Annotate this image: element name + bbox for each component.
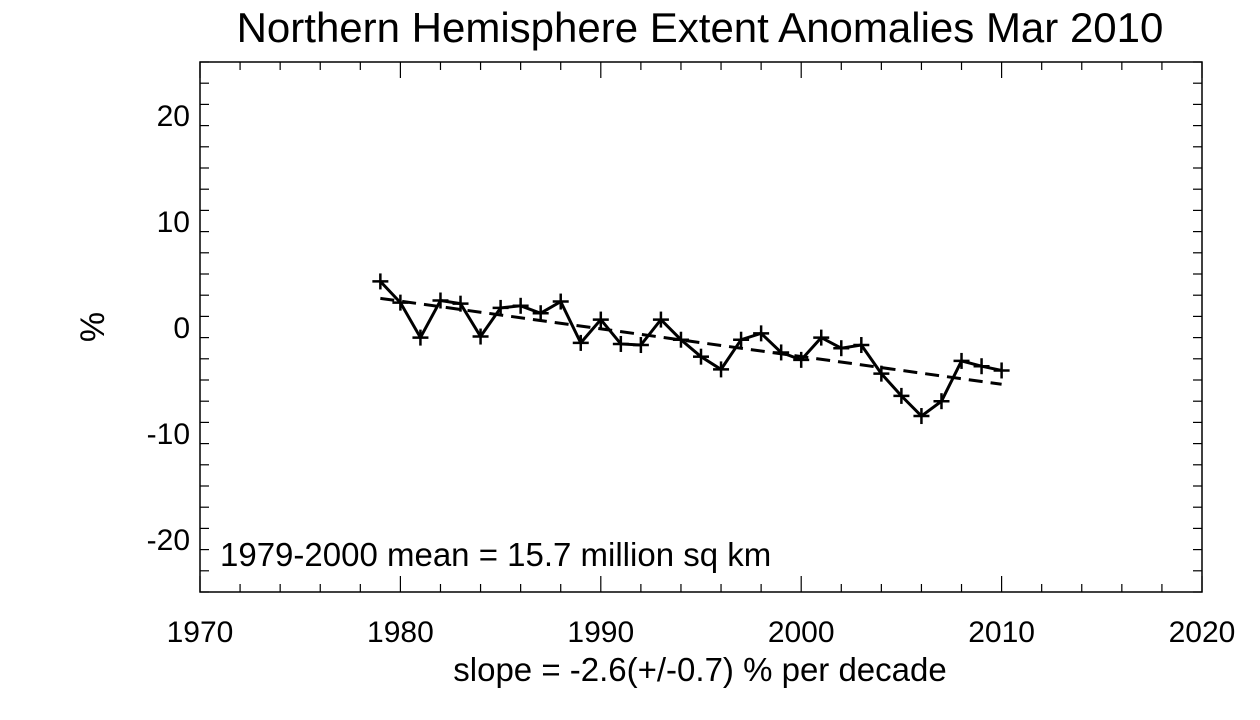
plus-marker [693, 348, 709, 365]
plus-marker [913, 408, 930, 425]
plus-marker [713, 361, 730, 378]
plus-marker [793, 351, 810, 368]
plus-marker [953, 352, 970, 369]
y-tick-label: 20 [157, 100, 190, 133]
plus-marker [472, 328, 489, 345]
plus-marker [753, 325, 770, 342]
plus-marker [412, 329, 429, 346]
plus-marker [492, 299, 509, 316]
y-axis-label: % [74, 312, 112, 342]
plus-marker [572, 334, 589, 351]
x-tick-label: 2010 [968, 616, 1035, 649]
mean-annotation: 1979-2000 mean = 15.7 million sq km [220, 536, 771, 573]
plus-marker [833, 340, 850, 357]
plot-frame [199, 61, 1203, 593]
y-tick-label: -10 [147, 418, 190, 451]
x-tick-label: 2020 [1169, 616, 1236, 649]
x-axis-ticks [199, 62, 1203, 592]
plus-marker [893, 387, 910, 404]
x-tick-label: 2000 [768, 616, 835, 649]
slope-annotation: slope = -2.6(+/-0.7) % per decade [453, 651, 946, 688]
series-layer [372, 273, 1010, 425]
plus-marker [652, 311, 669, 328]
plus-marker [853, 337, 870, 354]
plus-marker [452, 295, 469, 312]
plus-marker [993, 362, 1010, 379]
y-tick-label: -20 [147, 524, 190, 557]
plus-marker [733, 331, 750, 348]
plus-marker [632, 337, 649, 354]
plus-marker [813, 329, 830, 346]
x-tick-label: 1990 [567, 616, 634, 649]
chart-title: Northern Hemisphere Extent Anomalies Mar… [237, 4, 1164, 51]
plus-marker [532, 305, 549, 322]
anomaly-line [379, 280, 1002, 419]
plus-marker [512, 297, 529, 314]
plus-marker [432, 292, 449, 309]
y-axis-ticks [200, 61, 1202, 593]
plus-marker [933, 393, 950, 410]
y-tick-label: 0 [173, 312, 190, 345]
plus-marker [552, 293, 569, 310]
plus-marker [973, 358, 990, 375]
x-tick-label: 1980 [367, 616, 434, 649]
y-axis-tick-labels: -20 -10 0 10 20 [147, 100, 190, 557]
plus-marker [592, 311, 609, 328]
plus-marker [873, 365, 890, 382]
trend-line [380, 296, 1002, 386]
x-tick-label: 1970 [167, 616, 234, 649]
y-tick-label: 10 [157, 206, 190, 239]
plus-marker [372, 273, 389, 290]
plus-marker [612, 335, 629, 352]
x-axis-tick-labels: 1970 1980 1990 2000 2010 2020 [167, 616, 1236, 649]
